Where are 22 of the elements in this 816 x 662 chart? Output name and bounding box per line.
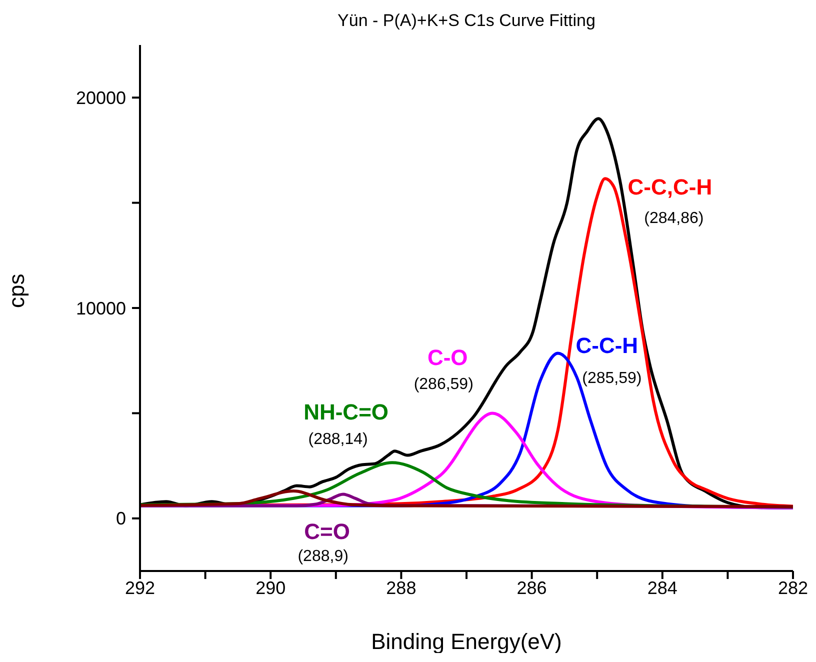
y-axis-title: cps [4,274,29,308]
annotation: (284,86) [644,210,704,228]
y-tick-label: 10000 [76,298,126,318]
x-tick-label: 282 [778,578,808,598]
annotation: (285,59) [582,370,642,387]
chart-title: Yün - P(A)+K+S C1s Curve Fitting [338,11,596,30]
y-tick-label: 20000 [76,88,126,108]
series-label: C-C-H [576,332,638,358]
text: C-O [427,344,468,370]
annotation: (288,9) [298,548,348,565]
series-label: NH-C=O [304,399,389,424]
x-tick-label: 284 [647,578,678,598]
x-tick-label: 286 [516,578,547,598]
series-label: C-C,C-H [628,174,712,200]
x-tick-label: 292 [124,578,156,598]
annotation: (286,59) [414,376,474,393]
line-series [140,490,793,508]
x-tick-label: 288 [386,578,416,598]
y-tick-label: 0 [116,508,126,529]
x-tick-label: 290 [256,578,286,598]
series-label: C=O [304,518,350,544]
annotation: (288,14) [308,431,368,448]
